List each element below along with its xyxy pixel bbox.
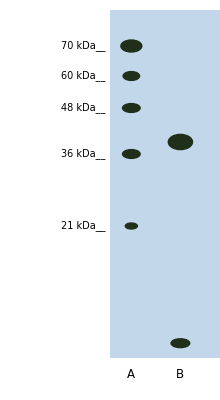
Ellipse shape [123, 104, 140, 112]
Bar [110, 10, 220, 358]
Text: 21 kDa__: 21 kDa__ [61, 220, 106, 232]
Ellipse shape [123, 150, 140, 158]
Ellipse shape [123, 72, 139, 80]
Ellipse shape [121, 40, 142, 52]
Text: 36 kDa__: 36 kDa__ [61, 148, 106, 160]
Ellipse shape [125, 223, 137, 229]
Text: 60 kDa__: 60 kDa__ [61, 70, 106, 82]
Text: B: B [176, 368, 184, 380]
Ellipse shape [168, 134, 192, 150]
Ellipse shape [171, 339, 190, 348]
Text: 70 kDa__: 70 kDa__ [61, 40, 106, 52]
Text: 48 kDa__: 48 kDa__ [61, 102, 106, 114]
Text: A: A [127, 368, 135, 380]
